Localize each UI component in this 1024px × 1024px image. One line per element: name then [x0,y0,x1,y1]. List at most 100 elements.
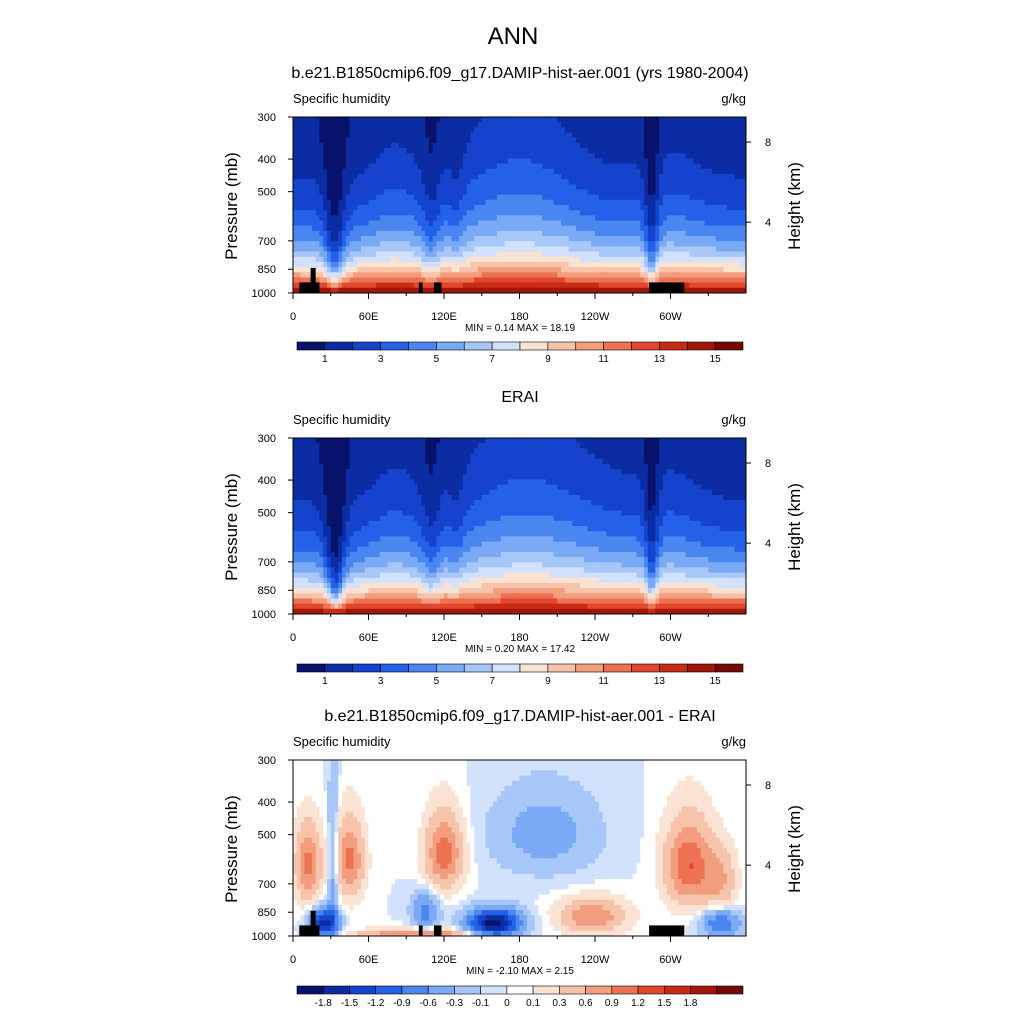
contour-cell [613,256,619,263]
contour-cell [674,215,679,222]
contour-cell [640,194,645,201]
contour-cell [447,127,453,134]
contour-cell [519,210,524,216]
contour-cell [553,282,558,289]
contour-cell [394,246,400,253]
contour-cell [636,215,641,222]
contour-cell [477,267,483,273]
contour-cell [727,148,732,154]
contour-cell [621,194,626,201]
contour-cell [617,168,623,175]
contour-cell [545,158,551,165]
contour-cell [628,277,634,284]
contour-cell [628,241,634,248]
contour-cell [311,438,317,444]
contour-cell [368,189,373,196]
contour-cell [466,189,472,196]
contour-cell [504,261,509,268]
contour-cell [674,179,679,185]
contour-cell [568,448,573,455]
contour-cell [617,117,623,123]
contour-cell [410,272,415,279]
contour-cell [425,282,430,289]
contour-cell [485,463,490,470]
contour-cell [568,168,573,175]
contour-cell [311,463,317,470]
contour-cell [636,469,641,475]
contour-cell [349,210,355,216]
contour-cell [308,199,313,206]
contour-cell [557,225,562,232]
contour-cell [662,184,668,191]
contour-cell [360,199,366,206]
contour-cell [678,267,683,273]
contour-cell [477,236,483,242]
contour-cell [712,184,717,191]
x-tick-label: 180 [510,311,528,323]
contour-cell [481,251,487,258]
contour-cell [598,458,604,465]
contour-cell [500,205,506,211]
contour-cell [508,272,513,279]
contour-cell [644,469,649,475]
contour-cell [323,153,328,160]
contour-cell [523,272,528,279]
contour-cell [715,225,721,232]
contour-cell [640,127,645,134]
contour-cell [368,132,373,139]
contour-cell [462,189,468,196]
contour-cell [338,241,343,248]
contour-cell [466,458,472,465]
contour-cell [576,272,581,279]
contour-cell [410,241,415,248]
contour-cell [315,205,321,211]
contour-cell [613,251,619,258]
contour-cell [417,163,422,170]
contour-cell [410,210,415,216]
contour-cell [606,142,611,149]
contour-cell [632,215,638,222]
contour-cell [523,163,528,170]
contour-cell [496,184,502,191]
contour-cell [587,272,592,279]
contour-cell [459,142,464,149]
contour-cell [376,282,381,289]
contour-cell [617,261,623,268]
contour-cell [579,117,585,123]
contour-cell [700,199,706,206]
contour-cell [511,448,517,455]
contour-cell [640,438,645,444]
contour-cell [311,122,317,128]
contour-cell [500,267,506,273]
contour-cell [557,230,562,237]
contour-cell [610,287,615,293]
contour-cell [304,453,309,460]
contour-cell [334,448,339,455]
contour-cell [338,287,343,293]
contour-cell [425,122,430,128]
contour-cell [508,282,513,289]
contour-cell [545,210,551,216]
contour-cell [326,153,332,160]
contour-cell [568,194,573,201]
contour-cell [715,189,721,196]
contour-cell [485,205,490,211]
contour-cell [723,189,728,196]
contour-cell [662,153,668,160]
contour-cell [511,194,517,201]
contour-cell [402,173,407,180]
contour-cell [338,184,343,191]
contour-cell [538,443,543,449]
contour-cell [617,230,623,237]
contour-cell [519,163,524,170]
contour-cell [640,246,645,253]
contour-cell [440,194,445,201]
contour-cell [636,272,641,279]
contour-cell [723,256,728,263]
contour-cell [583,215,589,222]
contour-cell [538,277,543,284]
contour-cell [323,137,328,144]
contour-cell [376,189,381,196]
contour-cell [738,189,743,196]
contour-cell [561,287,566,293]
